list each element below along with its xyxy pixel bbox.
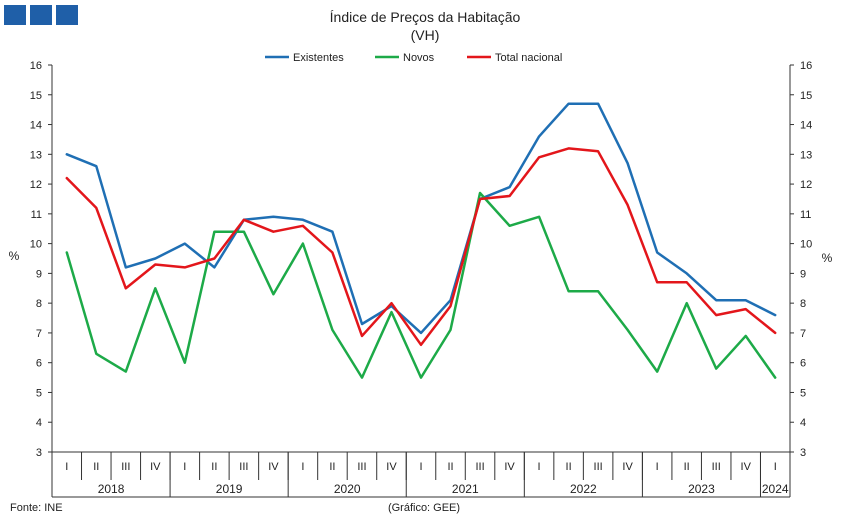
x-tick-label-quarter: I [301,461,304,473]
series-line-total-nacional [65,147,777,347]
x-tick-label-quarter: II [93,461,99,473]
y-tick-label-left: 5 [36,387,42,399]
x-tick-label-quarter: IV [268,461,279,473]
x-tick-label-year: 2023 [688,482,715,496]
x-tick-label-year: 2019 [216,482,243,496]
y-tick-label-left: 14 [30,120,42,132]
x-tick-label-year: 2022 [570,482,597,496]
legend-label-novos: Novos [403,52,435,64]
y-tick-label-left: 4 [36,417,42,429]
axes: 3 3 4 4 5 5 6 6 7 7 8 8 9 9 10 10 11 11 12 12 13 13 14 14 15 15 16… [30,60,812,498]
chart-title: Índice de Preços da Habitação [330,9,521,25]
y-tick-label-right: 15 [800,90,812,102]
y-tick-label-right: 5 [800,387,806,399]
x-tick-label-quarter: III [239,461,248,473]
x-tick-label-quarter: II [684,461,690,473]
x-tick-label-quarter: III [475,461,484,473]
logo-block-3 [56,5,78,25]
y-tick-label-right: 8 [800,298,806,310]
chart-subtitle: (VH) [411,27,440,43]
x-tick-label-quarter: IV [741,461,752,473]
series-line-existentes [65,102,777,335]
x-tick-label-quarter: II [211,461,217,473]
y-tick-label-right: 9 [800,268,806,280]
x-tick-label-quarter: II [329,461,335,473]
x-tick-label-quarter: III [712,461,721,473]
x-tick-label-quarter: IV [150,461,161,473]
x-tick-label-year: 2018 [98,482,125,496]
x-tick-label-quarter: III [594,461,603,473]
legend-label-existentes: Existentes [293,52,344,64]
x-tick-label-quarter: I [419,461,422,473]
x-tick-label-quarter: IV [504,461,515,473]
x-tick-label-quarter: III [357,461,366,473]
x-tick-label-quarter: IV [622,461,633,473]
y-tick-label-right: 6 [800,358,806,370]
x-tick-label-year: 2020 [334,482,361,496]
x-tick-label-quarter: II [566,461,572,473]
y-tick-label-left: 11 [31,209,42,221]
y-tick-label-left: 9 [36,268,42,280]
y-tick-label-right: 11 [800,209,811,221]
y-tick-label-right: 4 [800,417,806,429]
x-tick-label-quarter: I [183,461,186,473]
x-tick-label-quarter: II [447,461,453,473]
x-tick-label-quarter: I [774,461,777,473]
x-tick-label-quarter: I [65,461,68,473]
y-tick-label-right: 7 [800,328,806,340]
y-axis-label-right: % [822,251,833,265]
logo-block-2 [30,5,52,25]
source-note: Fonte: INE [10,502,63,514]
y-tick-label-right: 10 [800,239,812,251]
x-tick-label-year: 2024 [762,482,789,496]
y-tick-label-left: 10 [30,239,42,251]
y-tick-label-right: 16 [800,60,812,72]
y-tick-label-left: 16 [30,60,42,72]
series-line-novos [65,191,777,379]
logo-block-1 [4,5,26,25]
y-tick-label-left: 7 [36,328,42,340]
x-tick-label-quarter: I [538,461,541,473]
series-layer [65,102,777,379]
x-tick-label-quarter: I [656,461,659,473]
y-tick-label-left: 15 [30,90,42,102]
x-tick-label-quarter: III [121,461,130,473]
y-tick-label-left: 13 [30,149,42,161]
credit-note: (Gráfico: GEE) [388,502,460,514]
y-tick-label-left: 3 [36,447,42,459]
y-axis-label-left: % [9,249,20,263]
y-tick-label-right: 12 [800,179,812,191]
y-tick-label-left: 12 [30,179,42,191]
y-tick-label-left: 6 [36,358,42,370]
y-tick-label-left: 8 [36,298,42,310]
x-tick-label-year: 2021 [452,482,479,496]
x-tick-label-quarter: IV [386,461,397,473]
y-tick-label-right: 14 [800,120,812,132]
legend-label-total-nacional: Total nacional [495,52,562,64]
y-tick-label-right: 13 [800,149,812,161]
y-tick-label-right: 3 [800,447,806,459]
legend: Existentes Novos Total nacional [265,52,562,64]
